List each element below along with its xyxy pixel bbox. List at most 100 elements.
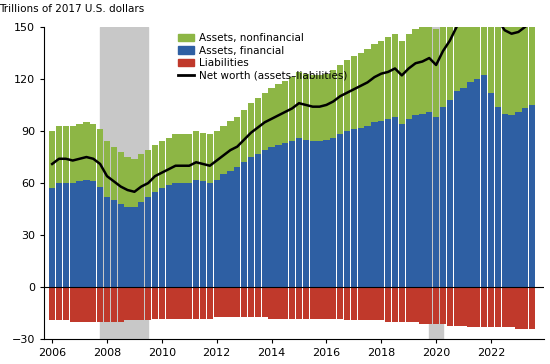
Bar bbox=[90, 124, 96, 181]
Bar bbox=[365, 50, 371, 126]
Bar bbox=[282, 143, 288, 287]
Bar bbox=[378, 287, 384, 320]
Bar bbox=[460, 88, 467, 287]
Bar bbox=[468, 287, 474, 327]
Bar bbox=[358, 287, 364, 320]
Net worth (assets–liabilities) bbox=[344, 91, 350, 95]
Bar bbox=[419, 114, 426, 287]
Net worth (assets–liabilities) bbox=[49, 162, 56, 166]
Bar bbox=[529, 105, 535, 287]
Bar bbox=[255, 98, 261, 154]
Bar bbox=[385, 119, 391, 287]
Bar bbox=[481, 287, 487, 327]
Bar bbox=[468, 82, 474, 287]
Bar bbox=[351, 129, 357, 287]
Bar bbox=[63, 126, 69, 183]
Bar bbox=[460, 287, 467, 325]
Bar bbox=[145, 287, 151, 320]
Bar bbox=[426, 21, 432, 112]
Bar bbox=[193, 131, 199, 179]
Bar bbox=[474, 0, 480, 79]
Bar bbox=[529, 0, 535, 105]
Bar bbox=[323, 287, 329, 318]
Bar bbox=[213, 287, 220, 317]
Bar bbox=[392, 34, 398, 117]
Bar bbox=[241, 287, 248, 317]
Bar bbox=[118, 204, 124, 287]
Net worth (assets–liabilities) bbox=[515, 30, 522, 34]
Bar bbox=[344, 287, 350, 320]
Bar bbox=[179, 183, 185, 287]
Bar bbox=[90, 181, 96, 287]
Bar bbox=[179, 134, 185, 183]
Bar bbox=[385, 287, 391, 322]
Bar bbox=[145, 197, 151, 287]
Bar bbox=[302, 140, 309, 287]
Bar bbox=[522, 108, 529, 287]
Bar bbox=[405, 34, 412, 119]
Bar bbox=[69, 287, 76, 322]
Bar bbox=[296, 72, 302, 138]
Bar bbox=[392, 117, 398, 287]
Bar bbox=[268, 287, 274, 318]
Bar bbox=[49, 131, 56, 188]
Bar bbox=[302, 74, 309, 140]
Bar bbox=[447, 100, 453, 287]
Bar bbox=[515, 112, 521, 287]
Bar bbox=[248, 287, 254, 317]
Net worth (assets–liabilities) bbox=[63, 157, 69, 161]
Bar bbox=[104, 141, 110, 197]
Bar bbox=[440, 107, 446, 287]
Bar bbox=[522, 0, 529, 108]
Bar bbox=[172, 287, 179, 318]
Bar bbox=[344, 60, 350, 131]
Bar bbox=[255, 287, 261, 317]
Bar bbox=[392, 287, 398, 322]
Bar bbox=[454, 0, 460, 91]
Bar bbox=[166, 185, 172, 287]
Bar bbox=[56, 183, 62, 287]
Bar bbox=[234, 167, 240, 287]
Net worth (assets–liabilities) bbox=[131, 190, 138, 194]
Bar bbox=[371, 287, 377, 320]
Bar bbox=[371, 122, 377, 287]
Bar bbox=[405, 119, 412, 287]
Bar bbox=[124, 287, 131, 320]
Bar bbox=[262, 287, 268, 317]
Bar bbox=[56, 287, 62, 320]
Bar bbox=[262, 150, 268, 287]
Bar bbox=[454, 287, 460, 325]
Bar bbox=[351, 56, 357, 129]
Bar bbox=[412, 287, 419, 322]
Bar bbox=[124, 207, 131, 287]
Bar bbox=[488, 0, 494, 93]
Bar bbox=[412, 28, 419, 115]
Bar bbox=[166, 138, 172, 185]
Bar bbox=[323, 74, 329, 140]
Legend: Assets, nonfinancial, Assets, financial, Liabilities, Net worth (assets–liabilit: Assets, nonfinancial, Assets, financial,… bbox=[174, 29, 352, 85]
Bar bbox=[440, 15, 446, 107]
Bar bbox=[241, 110, 248, 162]
Bar bbox=[131, 287, 138, 320]
Bar bbox=[227, 171, 234, 287]
Bar bbox=[508, 0, 515, 115]
Bar bbox=[494, 107, 501, 287]
Bar bbox=[351, 287, 357, 320]
Bar bbox=[378, 120, 384, 287]
Bar bbox=[282, 80, 288, 143]
Bar bbox=[405, 287, 412, 322]
Bar bbox=[118, 152, 124, 204]
Bar bbox=[447, 287, 453, 325]
Bar bbox=[440, 287, 446, 324]
Bar bbox=[118, 287, 124, 322]
Bar bbox=[111, 201, 117, 287]
Bar bbox=[502, 0, 508, 114]
Bar bbox=[234, 287, 240, 317]
Bar bbox=[104, 197, 110, 287]
Bar bbox=[207, 134, 213, 183]
Bar bbox=[358, 127, 364, 287]
Bar bbox=[241, 162, 248, 287]
Bar bbox=[426, 287, 432, 324]
Bar bbox=[186, 134, 192, 183]
Bar bbox=[83, 287, 90, 322]
